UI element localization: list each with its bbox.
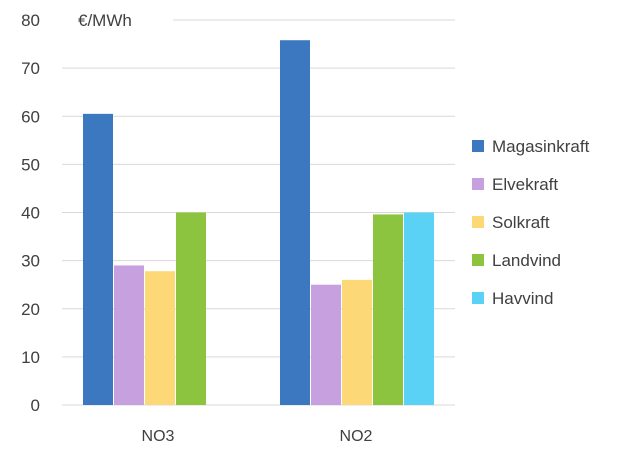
y-axis-tick-labels: 0 10 20 30 40 50 60 70 80	[21, 11, 40, 415]
legend-swatch-solkraft	[472, 216, 484, 228]
y-tick-label: 60	[21, 107, 40, 126]
bar-no3-landvind	[176, 212, 206, 405]
legend-swatch-magasinkraft	[472, 140, 484, 152]
y-tick-label: 80	[21, 11, 40, 30]
y-tick-label: 40	[21, 204, 40, 223]
legend-label: Landvind	[492, 251, 561, 270]
bar-no3-elvekraft	[114, 265, 144, 405]
y-tick-label: 30	[21, 252, 40, 271]
legend-swatch-havvind	[472, 292, 484, 304]
x-category-label: NO3	[142, 428, 175, 445]
bar-no2-landvind	[373, 214, 403, 405]
legend-swatch-elvekraft	[472, 178, 484, 190]
y-tick-label: 0	[31, 396, 40, 415]
y-tick-label: 70	[21, 59, 40, 78]
legend: Magasinkraft Elvekraft Solkraft Landvind Hav…	[472, 137, 590, 308]
legend-label: Solkraft	[492, 213, 550, 232]
y-tick-label: 50	[21, 155, 40, 174]
legend-label: Magasinkraft	[492, 137, 590, 156]
bars	[83, 40, 434, 406]
legend-swatch-landvind	[472, 254, 484, 266]
y-tick-label: 10	[21, 348, 40, 367]
bar-no3-solkraft	[145, 271, 175, 405]
bar-no2-magasinkraft	[280, 40, 310, 406]
bar-no2-havvind	[404, 212, 434, 405]
x-category-label: NO2	[340, 428, 373, 445]
bar-no2-elvekraft	[311, 284, 341, 405]
x-axis-category-labels: NO3 NO2	[142, 428, 373, 445]
y-axis-unit-label: €/MWh	[78, 11, 132, 30]
bar-no3-magasinkraft	[83, 113, 113, 405]
y-tick-label: 20	[21, 300, 40, 319]
legend-label: Havvind	[492, 289, 553, 308]
bar-no2-solkraft	[342, 279, 372, 405]
legend-label: Elvekraft	[492, 175, 558, 194]
